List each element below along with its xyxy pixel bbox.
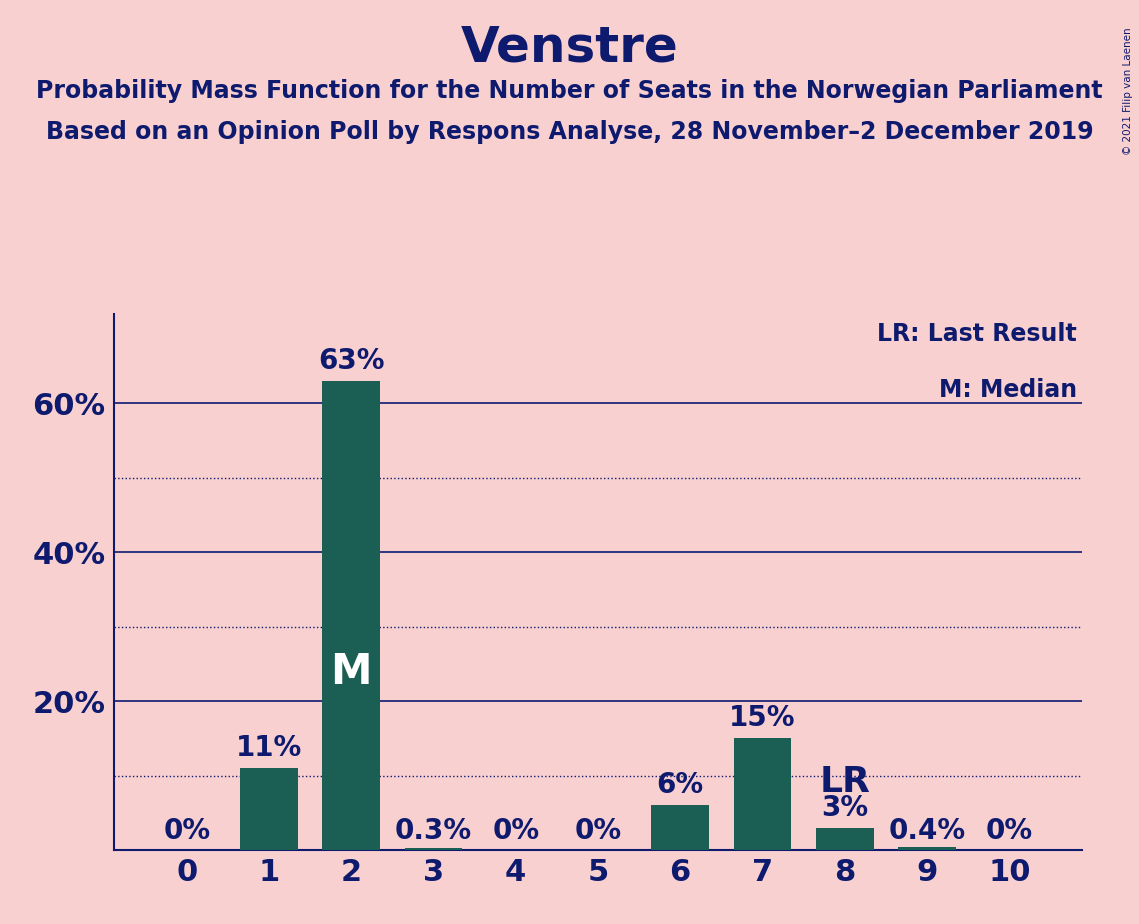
Bar [240,768,297,850]
Text: © 2021 Filip van Laenen: © 2021 Filip van Laenen [1123,28,1133,155]
Text: 63%: 63% [318,347,385,375]
Text: 0.3%: 0.3% [395,817,472,845]
Text: 0%: 0% [985,817,1033,845]
Text: Based on an Opinion Poll by Respons Analyse, 28 November–2 December 2019: Based on an Opinion Poll by Respons Anal… [46,120,1093,144]
Text: 0%: 0% [163,817,211,845]
Text: 0%: 0% [492,817,539,845]
Bar [322,382,380,850]
Text: LR: LR [819,765,870,799]
Text: 0.4%: 0.4% [888,817,966,845]
Text: M: M [330,650,372,693]
Text: 3%: 3% [821,794,868,821]
Text: Venstre: Venstre [460,23,679,71]
Text: 15%: 15% [729,704,796,733]
Text: M: Median: M: Median [939,379,1077,403]
Text: 11%: 11% [236,735,302,762]
Text: LR: Last Result: LR: Last Result [877,322,1077,346]
Text: 0%: 0% [574,817,622,845]
Bar [734,738,792,850]
Bar [899,847,956,850]
Bar [816,828,874,850]
Bar [652,806,708,850]
Text: 6%: 6% [657,772,704,799]
Bar [404,848,462,850]
Text: Probability Mass Function for the Number of Seats in the Norwegian Parliament: Probability Mass Function for the Number… [36,79,1103,103]
